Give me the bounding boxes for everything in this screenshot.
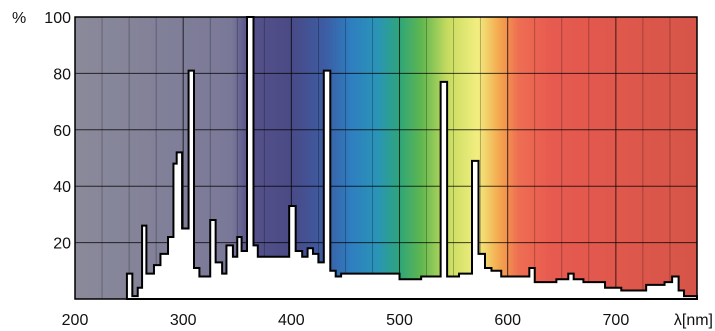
plot-border	[74, 16, 698, 300]
y-axis-ticks: 20 40 60 80 100	[44, 10, 71, 253]
y-tick-label-100: 100	[44, 10, 71, 27]
y-tick-label-60: 60	[53, 123, 71, 140]
y-tick-label-40: 40	[53, 179, 71, 196]
x-tick-label-300: 300	[170, 312, 197, 329]
x-axis-label: λ[nm]	[674, 312, 713, 329]
x-tick-label-400: 400	[278, 312, 305, 329]
x-tick-label-600: 600	[494, 312, 521, 329]
x-axis-ticks: 200 300 400 500 600 700	[62, 312, 630, 329]
x-tick-label-500: 500	[386, 312, 413, 329]
x-tick-label-200: 200	[62, 312, 89, 329]
x-tick-label-700: 700	[603, 312, 630, 329]
spectrum-series-area	[125, 16, 698, 300]
y-tick-label-80: 80	[53, 66, 71, 83]
y-axis-label: %	[12, 10, 26, 27]
y-tick-label-20: 20	[53, 236, 71, 253]
